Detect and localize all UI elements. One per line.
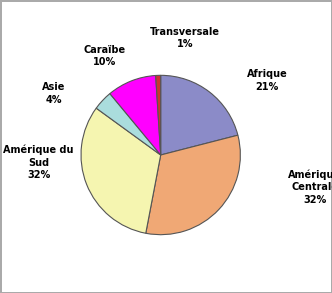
- Text: Caraïbe
10%: Caraïbe 10%: [84, 45, 125, 67]
- Wedge shape: [161, 75, 238, 155]
- Text: Transversale
1%: Transversale 1%: [150, 27, 220, 49]
- Wedge shape: [81, 108, 161, 233]
- Text: Asie
4%: Asie 4%: [42, 82, 65, 105]
- Wedge shape: [110, 76, 161, 155]
- Wedge shape: [146, 135, 240, 235]
- Text: Amérique
Centrale
32%: Amérique Centrale 32%: [288, 169, 332, 205]
- Text: Amérique du
Sud
32%: Amérique du Sud 32%: [3, 145, 74, 180]
- Text: Afrique
21%: Afrique 21%: [247, 69, 287, 92]
- Wedge shape: [96, 93, 161, 155]
- Wedge shape: [156, 75, 161, 155]
